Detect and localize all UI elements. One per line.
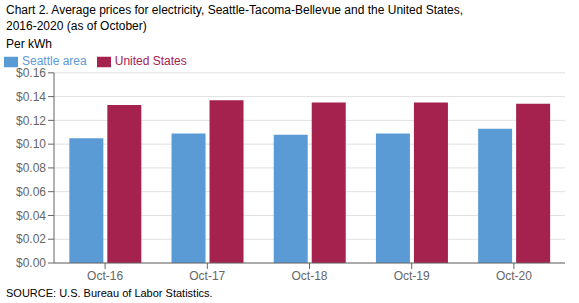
html-text:Per kWh: Per kWh [6,37,52,51]
svg-text:$0.04: $0.04 [16,209,46,223]
svg-text:$0.12: $0.12 [16,114,46,128]
svg-text:Oct-20: Oct-20 [496,269,532,283]
svg-text:$0.02: $0.02 [16,232,46,246]
svg-text:$0.16: $0.16 [16,66,46,80]
svg-text:$0.14: $0.14 [16,90,46,104]
html-text:Seattle area: Seattle area [22,54,87,68]
html-text:2016-2020 (as of October): 2016-2020 (as of October) [6,19,147,33]
svg-text:$0.00: $0.00 [16,256,46,270]
svg-text:Oct-19: Oct-19 [394,269,430,283]
html-text:SOURCE: U.S. Bureau of Labor S: SOURCE: U.S. Bureau of Labor Statistics. [6,287,213,299]
svg-text:$0.10: $0.10 [16,137,46,151]
svg-text:$0.08: $0.08 [16,161,46,175]
svg-text:Oct-17: Oct-17 [189,269,225,283]
html-text:United States: United States [114,54,187,68]
html-text:Chart 2. Average prices for el: Chart 2. Average prices for electricity,… [6,3,464,17]
svg-text:Oct-18: Oct-18 [291,269,327,283]
svg-text:$0.06: $0.06 [16,185,46,199]
svg-text:Oct-16: Oct-16 [87,269,123,283]
